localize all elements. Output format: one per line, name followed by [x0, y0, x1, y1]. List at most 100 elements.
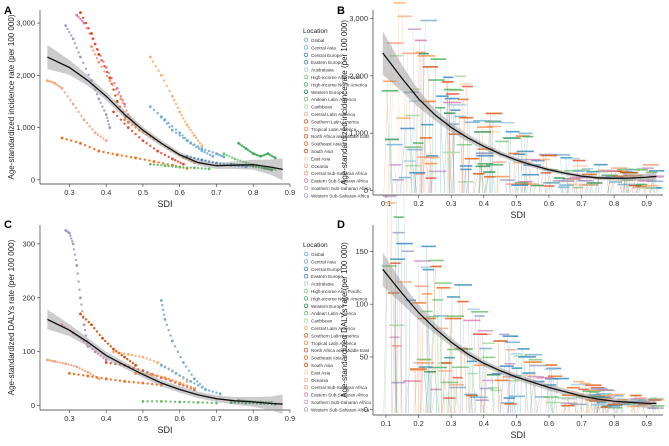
legend-marker	[304, 127, 308, 131]
country-mark-b	[443, 152, 460, 154]
legend-entry: Western Sub-Saharan Africa	[311, 193, 370, 198]
point-c	[142, 400, 145, 403]
country-mark-b	[573, 170, 585, 172]
point-a	[160, 152, 162, 154]
country-mark-b	[486, 164, 503, 166]
country-mark-b	[493, 161, 507, 163]
point-c	[165, 400, 167, 402]
country-mark-d	[389, 325, 404, 327]
country-mark-d	[537, 377, 554, 379]
point-a	[75, 14, 78, 17]
x-tick-label-a: 0.9	[285, 188, 295, 197]
point-a	[66, 28, 68, 30]
point-c	[69, 235, 71, 237]
point-c	[112, 348, 115, 351]
x-axis-title-b: SDI	[510, 210, 525, 220]
point-c	[93, 327, 95, 329]
country-mark-d	[438, 370, 452, 372]
country-mark-b	[577, 180, 591, 182]
country-mark-d	[504, 403, 516, 405]
point-c	[79, 296, 82, 299]
point-a	[82, 17, 84, 19]
y-tick-label-c: 0	[31, 401, 35, 410]
point-a	[81, 20, 83, 22]
country-mark-b	[455, 75, 466, 77]
country-mark-b	[495, 141, 509, 143]
legend-marker	[304, 282, 308, 286]
point-a	[74, 42, 76, 44]
country-mark-d	[608, 394, 625, 396]
point-c	[211, 402, 213, 404]
point-c	[156, 400, 158, 402]
country-mark-b	[642, 167, 654, 169]
country-mark-b	[409, 172, 425, 174]
x-tick-label-d: 0.5	[511, 419, 521, 428]
point-a	[88, 27, 90, 29]
legend-marker	[304, 363, 308, 367]
point-c	[78, 289, 80, 291]
point-a	[163, 79, 165, 81]
point-c	[70, 364, 72, 366]
point-a	[76, 47, 78, 49]
country-mark-d	[522, 372, 535, 374]
legend-title: Location	[303, 28, 328, 35]
point-c	[193, 377, 196, 380]
point-a	[197, 139, 199, 141]
point-a	[97, 53, 100, 56]
point-a	[72, 103, 75, 106]
point-a	[102, 137, 104, 139]
x-tick-label-b: 0.6	[544, 199, 554, 208]
point-a	[182, 166, 184, 168]
point-a	[166, 122, 168, 124]
point-c	[175, 380, 177, 382]
country-mark-d	[421, 246, 436, 248]
legend-entry: Southern Latin America	[311, 333, 359, 338]
point-c	[167, 368, 169, 370]
point-a	[106, 117, 108, 119]
point-a	[228, 155, 230, 157]
legend-entry: Western Sub-Saharan Africa	[311, 407, 370, 412]
point-a	[79, 11, 82, 14]
legend-entry: Central Europe	[311, 53, 342, 58]
country-mark-d	[579, 389, 589, 391]
country-mark-d	[457, 301, 469, 303]
point-a	[112, 110, 115, 113]
country-mark-b	[573, 160, 586, 162]
country-mark-b	[600, 170, 618, 172]
legend-marker	[304, 289, 308, 293]
point-a	[156, 164, 158, 166]
point-a	[65, 138, 67, 140]
point-c	[153, 360, 155, 362]
legend-entry: Southern Latin America	[311, 119, 359, 124]
point-a	[114, 88, 116, 90]
point-a	[182, 163, 185, 166]
legend-entry: High-income Asia Pacific	[311, 75, 362, 80]
point-c	[175, 372, 178, 375]
country-mark-b	[564, 158, 580, 160]
legend-marker	[304, 371, 308, 375]
point-a	[149, 145, 151, 147]
point-a	[178, 166, 181, 169]
country-mark-d	[444, 357, 454, 359]
legend-entry: Central Sub-Saharan Africa	[311, 385, 367, 390]
point-c	[142, 356, 145, 359]
point-a	[174, 159, 176, 161]
country-mark-d	[548, 375, 563, 377]
point-c	[177, 351, 179, 353]
point-a	[66, 95, 68, 97]
country-mark-d	[525, 354, 542, 356]
country-mark-d	[443, 397, 455, 399]
point-c	[138, 355, 140, 357]
legend-entry: Central Latin America	[311, 326, 355, 331]
country-mark-b	[428, 79, 444, 81]
point-a	[197, 145, 199, 147]
country-mark-b	[443, 102, 461, 104]
point-a	[105, 139, 108, 142]
point-c	[131, 354, 133, 356]
point-a	[134, 133, 136, 135]
country-mark-b	[405, 115, 420, 117]
country-mark-b	[385, 139, 399, 141]
x-tick-label-d: 0.6	[544, 419, 554, 428]
legend-marker	[304, 134, 308, 138]
point-c	[53, 360, 56, 363]
